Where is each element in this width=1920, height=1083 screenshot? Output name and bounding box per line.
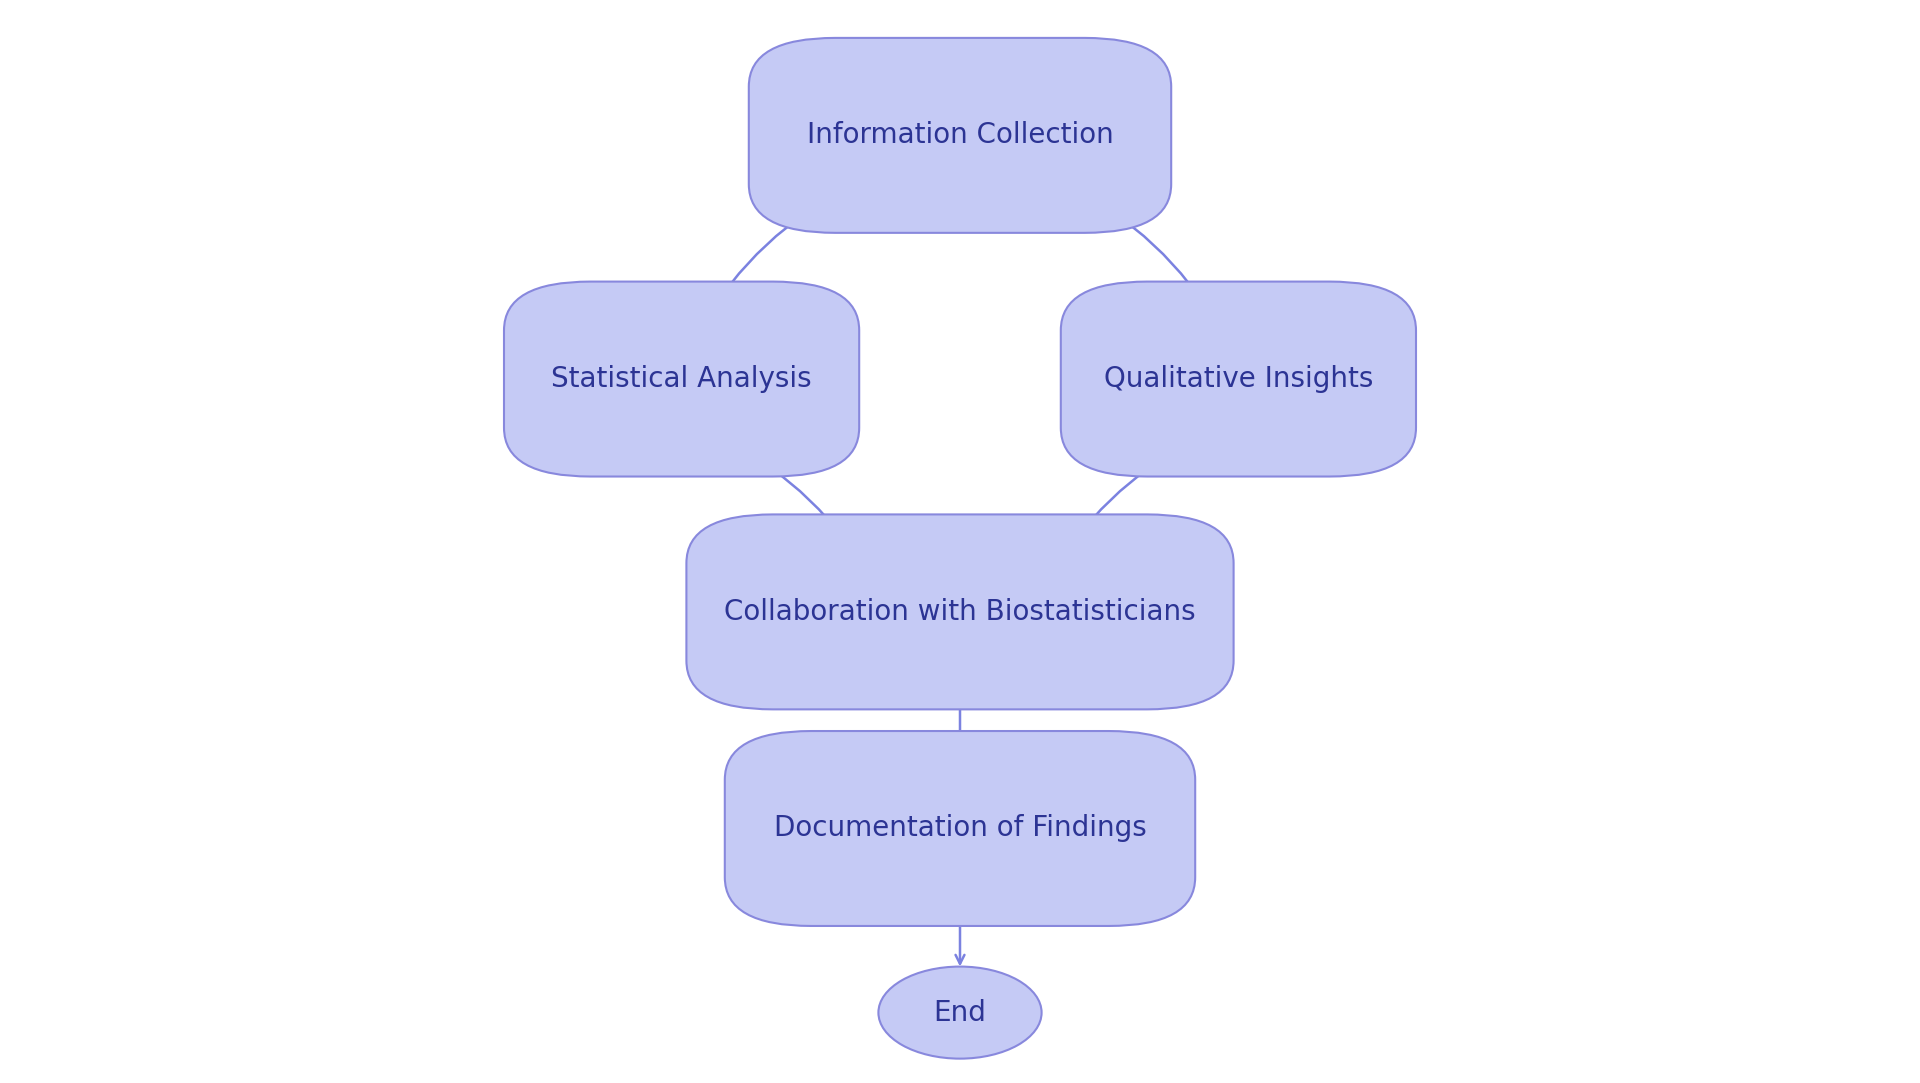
Text: End: End (933, 999, 987, 1027)
FancyBboxPatch shape (687, 514, 1235, 709)
FancyBboxPatch shape (724, 731, 1194, 926)
FancyBboxPatch shape (503, 282, 858, 477)
FancyBboxPatch shape (749, 38, 1171, 233)
Text: Collaboration with Biostatisticians: Collaboration with Biostatisticians (724, 598, 1196, 626)
FancyBboxPatch shape (1060, 282, 1417, 477)
Text: Information Collection: Information Collection (806, 121, 1114, 149)
Text: Qualitative Insights: Qualitative Insights (1104, 365, 1373, 393)
Text: Documentation of Findings: Documentation of Findings (774, 814, 1146, 843)
Ellipse shape (877, 966, 1041, 1059)
Text: Statistical Analysis: Statistical Analysis (551, 365, 812, 393)
